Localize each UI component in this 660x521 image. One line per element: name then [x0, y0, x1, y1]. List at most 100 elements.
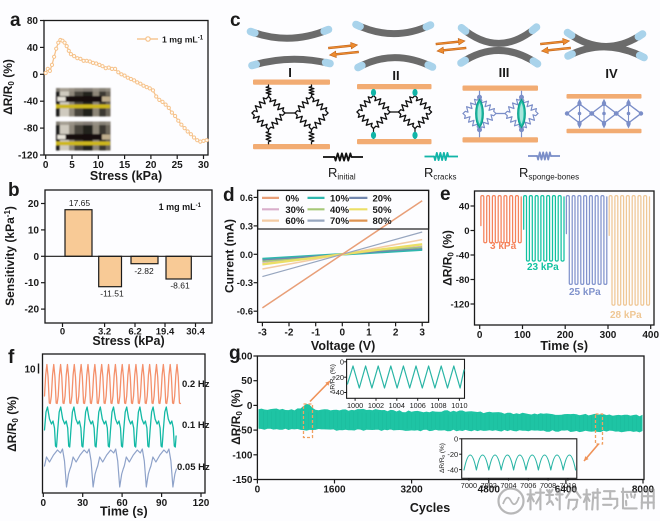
svg-text:-8.61: -8.61: [170, 281, 190, 291]
svg-text:20%: 20%: [373, 193, 393, 204]
svg-text:10: 10: [93, 160, 105, 171]
svg-text:40%: 40%: [330, 205, 350, 216]
svg-text:3200: 3200: [400, 485, 423, 496]
svg-text:7004: 7004: [500, 481, 516, 490]
svg-text:1004: 1004: [389, 401, 405, 410]
svg-text:30.4: 30.4: [186, 327, 205, 338]
svg-text:1000: 1000: [347, 401, 363, 410]
svg-text:90: 90: [156, 498, 168, 509]
svg-text:20: 20: [145, 160, 157, 171]
svg-text:100: 100: [514, 330, 531, 341]
svg-text:e: e: [440, 184, 451, 205]
svg-text:80: 80: [27, 16, 39, 27]
svg-text:-2: -2: [285, 327, 294, 338]
svg-text:40: 40: [459, 202, 470, 213]
svg-text:-80: -80: [456, 275, 470, 286]
svg-text:-2.82: -2.82: [134, 266, 154, 276]
svg-text:6400: 6400: [555, 485, 578, 496]
svg-text:0: 0: [464, 226, 469, 237]
svg-text:100: 100: [236, 352, 253, 363]
svg-text:d: d: [223, 185, 235, 206]
svg-text:Cycles: Cycles: [410, 501, 450, 515]
svg-text:1 mg mL-1: 1 mg mL-1: [162, 35, 204, 45]
svg-text:1: 1: [366, 327, 372, 338]
svg-text:1600: 1600: [323, 485, 346, 496]
svg-text:III: III: [499, 65, 510, 80]
svg-text:0: 0: [43, 160, 49, 171]
svg-text:200: 200: [557, 330, 574, 341]
svg-text:-20: -20: [25, 305, 40, 316]
svg-text:-40: -40: [447, 465, 458, 474]
svg-text:ΔR/R0 (%): ΔR/R0 (%): [5, 396, 20, 452]
svg-text:50%: 50%: [373, 205, 393, 216]
svg-text:Stress (kPa): Stress (kPa): [92, 334, 164, 348]
svg-text:30%: 30%: [285, 205, 305, 216]
svg-text:25 kPa: 25 kPa: [569, 287, 601, 298]
svg-text:17.65: 17.65: [69, 198, 91, 208]
svg-text:-50: -50: [238, 426, 253, 437]
svg-text:120: 120: [193, 498, 210, 509]
svg-text:ΔR/R0 (%): ΔR/R0 (%): [439, 443, 446, 473]
svg-text:Rcracks: Rcracks: [424, 165, 457, 182]
svg-text:25: 25: [172, 160, 184, 171]
svg-text:0: 0: [32, 70, 38, 81]
svg-text:10: 10: [28, 225, 40, 236]
svg-text:-0.6: -0.6: [237, 307, 253, 318]
svg-text:g: g: [229, 343, 241, 364]
svg-text:3: 3: [419, 327, 425, 338]
svg-text:4800: 4800: [478, 485, 501, 496]
svg-text:Current (mA): Current (mA): [223, 219, 237, 293]
svg-text:0.1 Hz: 0.1 Hz: [182, 420, 210, 431]
svg-text:15: 15: [119, 160, 131, 171]
svg-text:3.2: 3.2: [98, 327, 111, 338]
svg-text:ΔR/R0 (%): ΔR/R0 (%): [229, 389, 244, 445]
svg-text:IV: IV: [605, 66, 618, 81]
svg-text:-40: -40: [456, 251, 470, 262]
svg-text:Time (s): Time (s): [540, 339, 588, 353]
svg-text:b: b: [8, 180, 20, 201]
svg-text:60: 60: [117, 498, 129, 509]
svg-text:1010: 1010: [451, 401, 467, 410]
svg-text:Rsponge-bones: Rsponge-bones: [519, 165, 579, 182]
svg-text:0: 0: [477, 330, 483, 341]
svg-text:40: 40: [27, 43, 39, 54]
svg-text:28 kPa: 28 kPa: [610, 310, 642, 321]
svg-text:Sensitivity (kPa-1): Sensitivity (kPa-1): [3, 206, 17, 306]
svg-text:-80: -80: [24, 124, 39, 135]
svg-text:-3: -3: [258, 327, 267, 338]
svg-text:1008: 1008: [430, 401, 446, 410]
svg-text:0: 0: [340, 327, 346, 338]
svg-text:3 kPa: 3 kPa: [490, 241, 517, 252]
svg-text:30: 30: [77, 498, 89, 509]
svg-text:0: 0: [60, 327, 65, 338]
svg-text:0: 0: [454, 435, 458, 444]
svg-text:1006: 1006: [410, 401, 426, 410]
svg-text:300: 300: [600, 330, 617, 341]
svg-text:I: I: [288, 65, 292, 80]
svg-text:0: 0: [340, 358, 344, 367]
svg-text:-40: -40: [333, 388, 344, 397]
svg-text:2: 2: [393, 327, 399, 338]
svg-text:Stress (kPa): Stress (kPa): [90, 169, 162, 183]
svg-text:0.2 Hz: 0.2 Hz: [182, 379, 210, 390]
svg-text:Time (s): Time (s): [100, 505, 148, 519]
svg-text:-150: -150: [232, 475, 252, 486]
svg-text:1002: 1002: [368, 401, 384, 410]
svg-text:0.3: 0.3: [240, 221, 253, 232]
svg-text:23 kPa: 23 kPa: [527, 262, 559, 273]
svg-text:ΔR/R0 (%): ΔR/R0 (%): [441, 230, 456, 286]
svg-text:0.05 Hz: 0.05 Hz: [177, 462, 210, 473]
svg-text:-120: -120: [450, 300, 469, 311]
svg-text:70%: 70%: [330, 216, 350, 227]
svg-text:-20: -20: [447, 450, 458, 459]
svg-text:20: 20: [28, 199, 40, 210]
svg-text:-40: -40: [24, 97, 39, 108]
svg-text:ΔR/R0 (%): ΔR/R0 (%): [330, 364, 337, 394]
svg-text:10: 10: [24, 365, 36, 376]
svg-text:0: 0: [41, 498, 47, 509]
svg-text:II: II: [392, 68, 399, 83]
svg-text:0.0: 0.0: [240, 250, 253, 261]
svg-text:0: 0: [255, 485, 261, 496]
svg-text:a: a: [10, 10, 21, 31]
svg-text:0: 0: [33, 252, 39, 263]
